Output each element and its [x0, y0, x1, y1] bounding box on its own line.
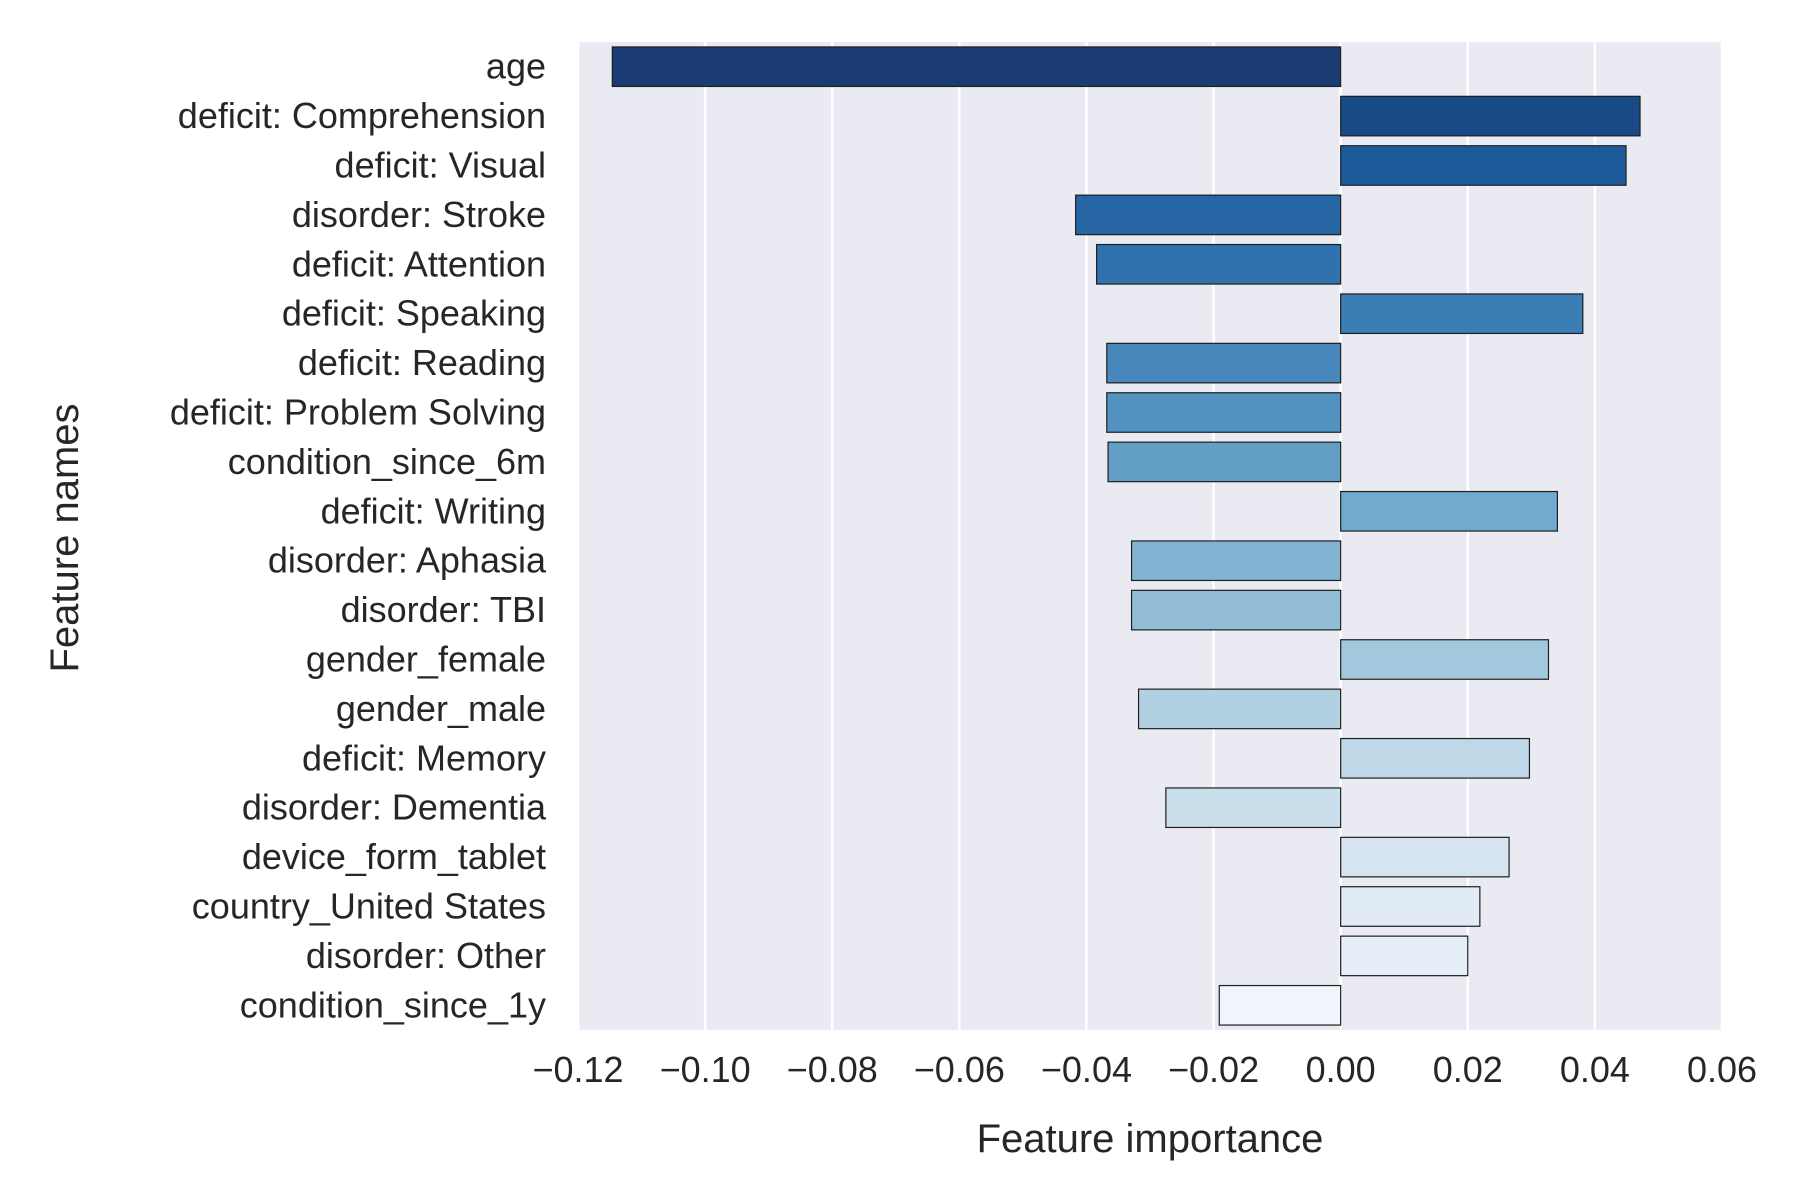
bar — [1106, 342, 1342, 384]
bar — [611, 46, 1342, 88]
y-tick-label: deficit: Memory — [302, 737, 546, 778]
y-tick-label: deficit: Comprehension — [178, 95, 546, 136]
bar — [1130, 589, 1342, 631]
bar — [1218, 984, 1342, 1026]
x-tick-label: −0.02 — [1168, 1049, 1259, 1090]
y-tick-label: condition_since_1y — [240, 984, 546, 1025]
y-tick-label: deficit: Visual — [335, 145, 546, 186]
x-tick-label: 0.00 — [1306, 1049, 1376, 1090]
bar — [1107, 441, 1342, 483]
y-tick-label: gender_male — [336, 688, 546, 729]
bar — [1137, 688, 1342, 730]
y-tick-label: country_United States — [192, 886, 546, 927]
y-tick-label: deficit: Writing — [321, 490, 546, 531]
y-tick-label: device_form_tablet — [242, 836, 546, 877]
bar — [1340, 737, 1531, 779]
bar — [1165, 787, 1342, 829]
x-tick-label: −0.06 — [914, 1049, 1005, 1090]
y-tick-label: deficit: Speaking — [282, 293, 546, 334]
bar — [1340, 293, 1584, 335]
x-tick-label: 0.06 — [1687, 1049, 1757, 1090]
bar — [1340, 886, 1481, 927]
bar — [1340, 95, 1641, 137]
y-tick-label: disorder: Other — [306, 935, 546, 976]
x-tick-labels: −0.12 −0.10 −0.08 −0.06 −0.04 −0.02 0.00 0.02 0.… — [532, 1049, 1757, 1090]
x-tick-label: 0.04 — [1560, 1049, 1630, 1090]
y-tick-label: condition_since_6m — [228, 441, 546, 482]
bars — [611, 46, 1641, 1026]
y-tick-label: disorder: Stroke — [292, 194, 546, 235]
y-tick-label: deficit: Attention — [292, 243, 546, 284]
x-tick-label: −0.08 — [787, 1049, 878, 1090]
bar — [1340, 490, 1558, 532]
y-tick-label: disorder: Dementia — [242, 787, 547, 828]
y-tick-label: disorder: TBI — [341, 589, 546, 630]
y-tick-label: age — [486, 46, 546, 87]
bar — [1106, 392, 1342, 433]
x-tick-label: −0.10 — [660, 1049, 751, 1090]
bar — [1340, 145, 1627, 186]
bar — [1340, 639, 1550, 680]
bar — [1075, 194, 1342, 236]
bar — [1340, 836, 1510, 878]
y-tick-label: disorder: Aphasia — [268, 540, 547, 581]
y-tick-labels: age deficit: Comprehension deficit: Visual… — [170, 46, 547, 1026]
x-tick-label: −0.12 — [532, 1049, 623, 1090]
x-tick-label: 0.02 — [1433, 1049, 1503, 1090]
bar — [1130, 540, 1342, 582]
y-tick-label: deficit: Reading — [298, 342, 546, 383]
bar — [1096, 243, 1342, 285]
plot-background — [578, 42, 1722, 1030]
y-axis-title: Feature names — [43, 403, 87, 672]
bar — [1340, 935, 1469, 977]
y-tick-label: deficit: Problem Solving — [170, 392, 546, 433]
y-tick-label: gender_female — [306, 639, 546, 680]
x-axis-title: Feature importance — [977, 1117, 1324, 1161]
x-tick-label: −0.04 — [1041, 1049, 1132, 1090]
